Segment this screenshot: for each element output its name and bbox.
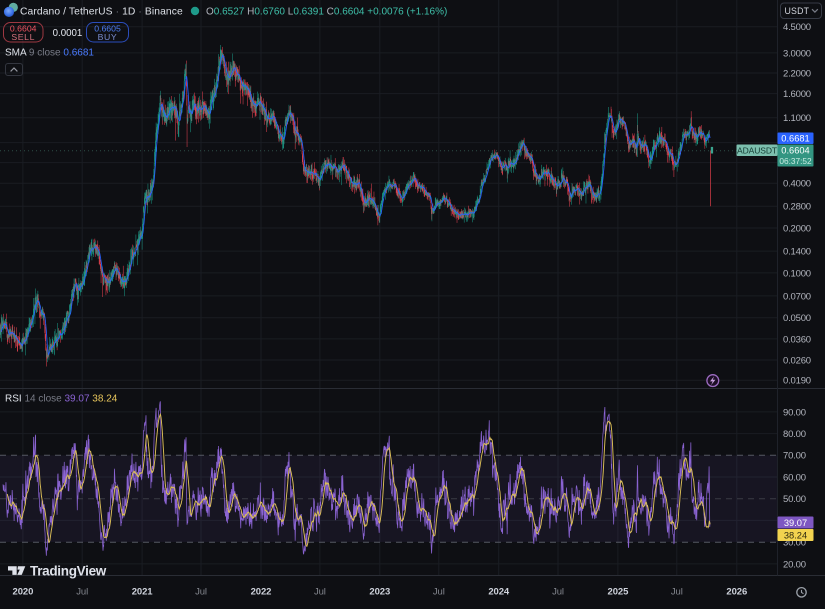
svg-text:4.5000: 4.5000 (783, 22, 811, 33)
svg-text:SMA 9 close 0.6681: SMA 9 close 0.6681 (5, 48, 94, 59)
svg-text:Jul: Jul (671, 587, 683, 598)
svg-text:Jul: Jul (552, 587, 564, 598)
svg-text:SELL: SELL (11, 32, 35, 42)
svg-text:30.00: 30.00 (783, 538, 806, 549)
svg-text:0.0001: 0.0001 (53, 28, 83, 39)
svg-text:50.00: 50.00 (783, 494, 806, 505)
svg-text:Cardano / TetherUS · 1D · Bina: Cardano / TetherUS · 1D · Binance (20, 7, 183, 18)
svg-text:39.07: 39.07 (784, 518, 807, 528)
svg-text:2.2000: 2.2000 (783, 68, 811, 79)
svg-text:70.00: 70.00 (783, 451, 806, 462)
svg-text:2021: 2021 (132, 587, 154, 598)
svg-text:06:37:52: 06:37:52 (779, 156, 812, 166)
svg-text:60.00: 60.00 (783, 472, 806, 483)
svg-text:3.0000: 3.0000 (783, 48, 811, 59)
svg-text:0.0700: 0.0700 (783, 291, 811, 302)
svg-text:80.00: 80.00 (783, 429, 806, 440)
svg-text:0.0190: 0.0190 (783, 376, 811, 387)
svg-text:90.00: 90.00 (783, 407, 806, 418)
svg-text:0.0260: 0.0260 (783, 355, 811, 366)
svg-text:2026: 2026 (726, 587, 747, 598)
svg-text:2022: 2022 (251, 587, 272, 598)
svg-text:0.6605: 0.6605 (94, 23, 121, 33)
svg-text:0.0500: 0.0500 (783, 313, 811, 324)
svg-text:0.1400: 0.1400 (783, 247, 811, 258)
svg-text:0.2800: 0.2800 (783, 202, 811, 213)
svg-text:O0.6527 H0.6760 L0.6391 C0.660: O0.6527 H0.6760 L0.6391 C0.6604 +0.0076 … (206, 7, 447, 18)
svg-text:Jul: Jul (195, 587, 207, 598)
svg-text:Jul: Jul (76, 587, 88, 598)
svg-text:1.6000: 1.6000 (783, 89, 811, 100)
svg-text:0.0360: 0.0360 (783, 334, 811, 345)
svg-text:1.1000: 1.1000 (783, 113, 811, 124)
svg-text:38.24: 38.24 (784, 530, 807, 540)
svg-text:Jul: Jul (433, 587, 445, 598)
svg-text:TradingView: TradingView (30, 563, 107, 578)
svg-text:2023: 2023 (369, 587, 390, 598)
svg-text:0.6681: 0.6681 (781, 133, 809, 143)
svg-text:0.1000: 0.1000 (783, 268, 811, 279)
svg-text:0.6604: 0.6604 (10, 23, 37, 33)
svg-text:2020: 2020 (13, 587, 34, 598)
svg-text:Jul: Jul (314, 587, 326, 598)
svg-text:2024: 2024 (488, 587, 510, 598)
svg-text:2025: 2025 (608, 587, 630, 598)
svg-text:0.2000: 0.2000 (783, 223, 811, 234)
svg-text:RSI 14 close 39.07 38.24: RSI 14 close 39.07 38.24 (5, 394, 118, 405)
svg-text:BUY: BUY (98, 32, 118, 42)
svg-text:20.00: 20.00 (783, 559, 806, 570)
svg-text:0.6604: 0.6604 (781, 145, 809, 155)
svg-text:ADAUSDT: ADAUSDT (737, 145, 777, 155)
svg-text:USDT: USDT (785, 6, 810, 16)
svg-text:0.4000: 0.4000 (783, 179, 811, 190)
